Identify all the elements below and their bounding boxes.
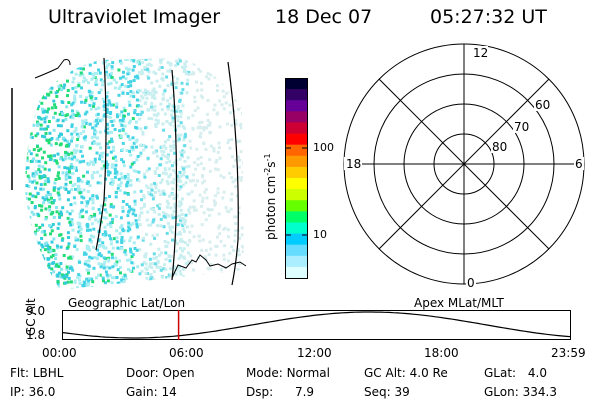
colorbar-tick-10: 10 [313, 228, 327, 241]
colorbar-segment [285, 133, 308, 146]
mlt-label-0: 0 [467, 276, 475, 290]
timeline-xtick-1200: 12:00 [297, 346, 332, 360]
timeline-left-title: Geographic Lat/Lon [68, 296, 186, 310]
status-seq: Seq: 39 [364, 385, 410, 399]
image-date: 18 Dec 07 [275, 6, 373, 28]
longitude-line [95, 57, 107, 251]
colorbar-segment [285, 211, 308, 223]
colorbar-segment [285, 144, 308, 157]
timeline-xtick-0600: 06:00 [169, 346, 204, 360]
status-gain: Gain: 14 [126, 385, 177, 399]
colorbar-segment [285, 166, 308, 179]
status-glat: GLat: 4.0 [484, 366, 548, 380]
colorbar-segment [285, 155, 308, 168]
altitude-timeline [62, 310, 572, 340]
colorbar-segment [285, 266, 308, 279]
lat-label-60: 60 [535, 98, 550, 112]
status-door: Door: Open [126, 366, 195, 380]
coastline [171, 254, 247, 279]
timeline-ytick-min: 1.8 [26, 328, 46, 342]
status-dsp: Dsp: 7.9 [246, 385, 315, 399]
mlt-label-12: 12 [473, 46, 488, 60]
colorbar-segment [285, 255, 308, 268]
timeline-right-title: Apex MLat/MLT [414, 296, 504, 310]
timeline-xtick-2359: 23:59 [551, 346, 586, 360]
mlt-diagonal [378, 78, 550, 250]
colorbar-tick-100: 100 [313, 141, 334, 154]
colorbar-segment [285, 178, 308, 190]
colorbar-unit-label: photon cm-2s-1 [263, 153, 278, 240]
colorbar-segment [285, 78, 308, 90]
colorbar-segment [285, 233, 308, 246]
timeline-xtick-0000: 00:00 [42, 346, 77, 360]
status-glon: GLon: 334.3 [484, 385, 557, 399]
status-filter: Flt: LBHL [10, 366, 64, 380]
mlt-label-6: 6 [575, 157, 583, 171]
color-scale-bar [285, 78, 308, 279]
timeline-xtick-1800: 18:00 [424, 346, 459, 360]
altitude-curve [62, 311, 572, 339]
timeline-ytick-max: 9.0 [26, 304, 46, 318]
instrument-title: Ultraviolet Imager [48, 6, 221, 28]
colorbar-segment [285, 111, 308, 123]
colorbar-segment [285, 189, 308, 201]
longitude-line [227, 61, 239, 286]
lat-label-70: 70 [514, 120, 529, 134]
uv-image [11, 57, 247, 290]
uv-emission-speckles [25, 58, 244, 290]
status-ip: IP: 36.0 [10, 385, 56, 399]
status-gc-alt: GC Alt: 4.0 Re [364, 366, 448, 380]
colorbar-segment [285, 244, 308, 257]
status-mode: Mode: Normal [246, 366, 330, 380]
lat-label-80: 80 [492, 140, 507, 154]
mlt-label-18: 18 [346, 157, 361, 171]
image-time: 05:27:32 UT [430, 6, 547, 28]
colorbar-segment [285, 89, 308, 101]
colorbar-segment [285, 100, 308, 112]
longitude-line [171, 69, 178, 281]
coastline [34, 59, 71, 79]
colorbar-segment [285, 122, 308, 135]
polar-dial: 12 18 6 0 60 70 80 [343, 43, 585, 290]
colorbar-segment [285, 222, 308, 235]
colorbar-segment [285, 200, 308, 212]
